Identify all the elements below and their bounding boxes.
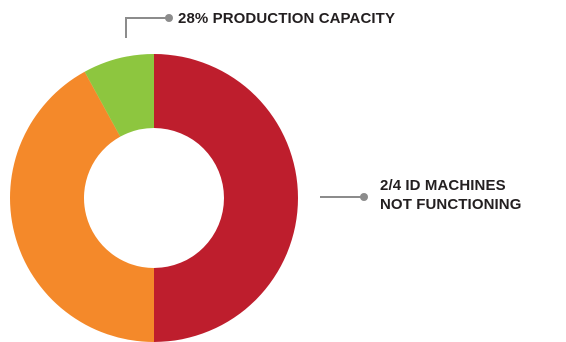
callout-top-dot [165, 14, 173, 22]
donut-slice-1 [154, 54, 298, 342]
callout-top-leader [125, 14, 173, 38]
annotation-production-capacity-line1: 28% PRODUCTION CAPACITY [178, 10, 396, 27]
annotation-id-machines-line1: 2/4 ID MACHINES [380, 177, 506, 194]
annotation-production-capacity: 28% PRODUCTION CAPACITY [178, 9, 395, 28]
donut-slice-3 [84, 54, 154, 137]
annotation-id-machines-line2: NOT FUNCTIONING [380, 196, 522, 213]
donut-slices [10, 54, 298, 342]
callout-right-leader [320, 193, 368, 201]
donut-slice-2 [10, 71, 154, 342]
callout-right-dot [360, 193, 368, 201]
annotation-id-machines: 2/4 ID MACHINES NOT FUNCTIONING [380, 176, 522, 214]
